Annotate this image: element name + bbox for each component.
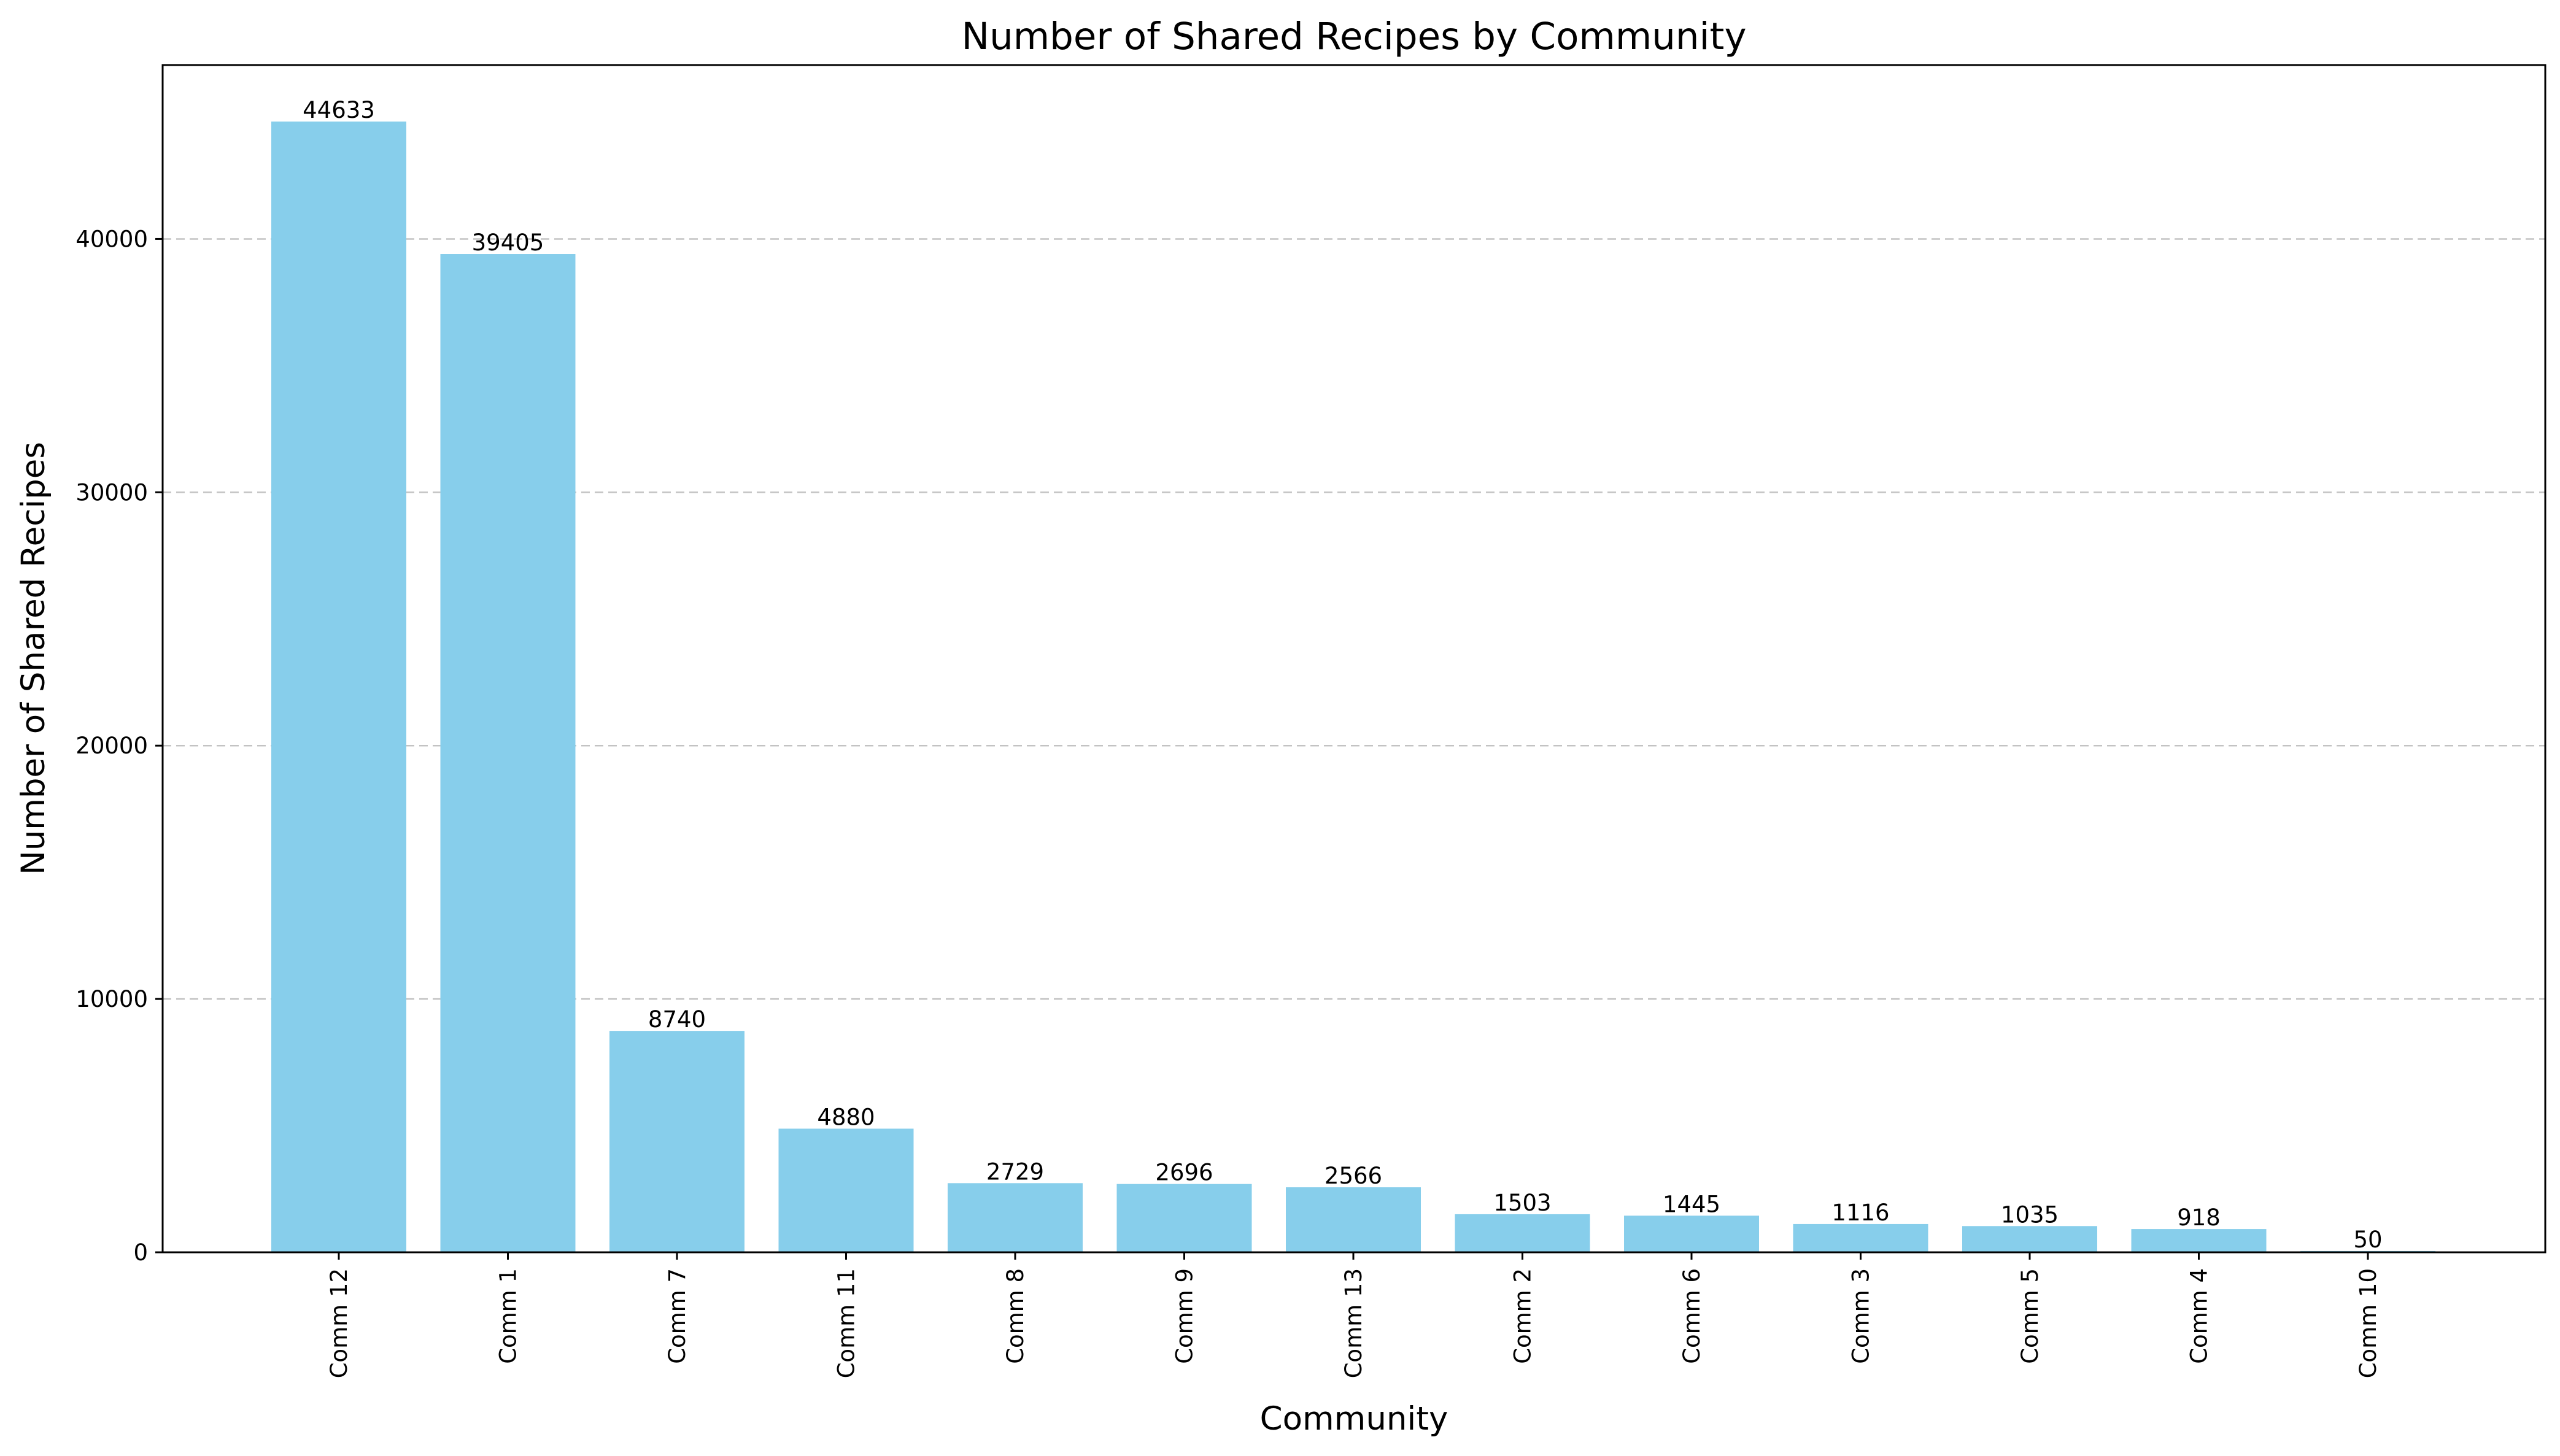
x-tick-label: Comm 10 <box>2355 1268 2381 1378</box>
x-tick-label: Comm 12 <box>326 1268 352 1378</box>
data-label: 44633 <box>303 97 375 123</box>
y-axis-label: Number of Shared Recipes <box>15 442 52 875</box>
bar <box>1962 1226 2097 1252</box>
data-label: 8740 <box>648 1006 706 1033</box>
data-label: 2696 <box>1155 1160 1213 1186</box>
data-label: 2729 <box>986 1158 1044 1185</box>
y-tick-label: 20000 <box>75 733 148 759</box>
bar <box>1455 1214 1590 1252</box>
bars <box>271 121 2435 1252</box>
data-label: 918 <box>2177 1204 2221 1231</box>
x-tick-label: Comm 6 <box>1679 1268 1705 1364</box>
data-label: 1116 <box>1831 1200 1889 1226</box>
bar <box>948 1183 1083 1252</box>
x-tick-label: Comm 5 <box>2017 1268 2043 1364</box>
y-tick-label: 0 <box>133 1239 148 1266</box>
x-axis-label: Community <box>1260 1400 1448 1438</box>
x-tick-label: Comm 13 <box>1340 1268 1367 1378</box>
data-label: 4880 <box>817 1104 875 1131</box>
x-tick-label: Comm 11 <box>833 1268 860 1378</box>
y-axis: 0 10000 20000 30000 40000 <box>75 226 163 1266</box>
chart-title: Number of Shared Recipes by Community <box>961 15 1746 58</box>
x-tick-label: Comm 4 <box>2186 1268 2213 1364</box>
bar <box>1624 1215 1759 1252</box>
bar <box>1286 1187 1421 1252</box>
bar <box>2131 1229 2267 1252</box>
x-axis: Comm 12 Comm 1 Comm 7 Comm 11 Comm 8 Comm 9 Co… <box>326 1252 2381 1378</box>
bar <box>271 121 406 1252</box>
x-tick-label: Comm 8 <box>1002 1268 1029 1364</box>
data-label: 50 <box>2353 1227 2382 1253</box>
y-tick-label: 10000 <box>75 986 148 1012</box>
data-label: 1503 <box>1493 1190 1551 1216</box>
x-tick-label: Comm 7 <box>664 1268 690 1364</box>
x-tick-label: Comm 3 <box>1848 1268 1874 1364</box>
x-tick-label: Comm 1 <box>495 1268 522 1364</box>
x-tick-label: Comm 9 <box>1172 1268 1198 1364</box>
data-labels: 44633 39405 8740 4880 2729 2696 2566 1503 1445 11… <box>303 97 2382 1253</box>
data-label: 39405 <box>472 229 544 256</box>
data-label: 2566 <box>1324 1163 1382 1189</box>
x-tick-label: Comm 2 <box>1510 1268 1536 1364</box>
bar <box>440 254 576 1252</box>
bar <box>1793 1223 1928 1252</box>
bar <box>778 1128 914 1252</box>
y-tick-label: 30000 <box>75 479 148 506</box>
data-label: 1035 <box>2001 1201 2059 1228</box>
data-label: 1445 <box>1663 1191 1720 1217</box>
bar <box>609 1031 744 1252</box>
bar <box>1116 1184 1252 1252</box>
y-tick-label: 40000 <box>75 226 148 252</box>
